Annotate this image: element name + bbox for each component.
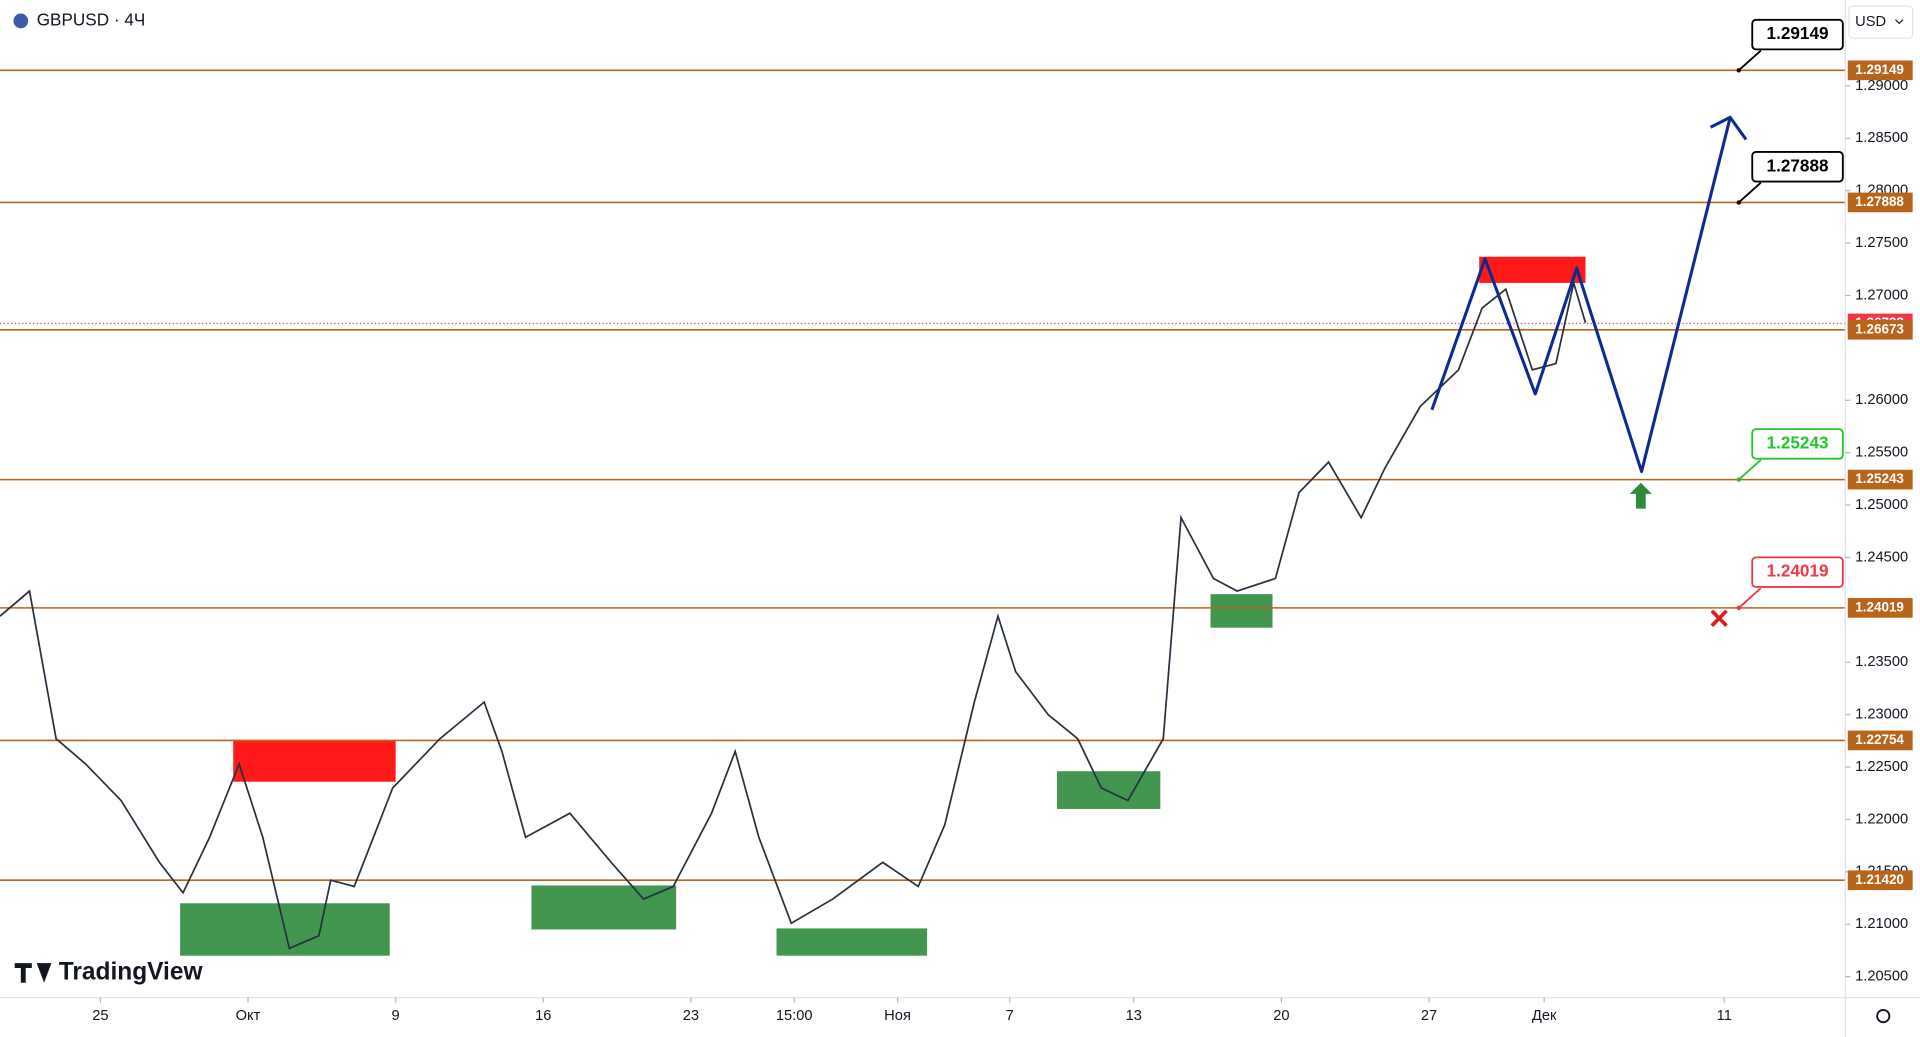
plot: [0, 115, 1748, 950]
callout-label: 1.24019: [1767, 561, 1829, 581]
x-tick-label: 25: [92, 1008, 108, 1024]
y-tick-label: 1.20500: [1855, 968, 1908, 984]
y-tick-label: 1.23000: [1855, 707, 1908, 723]
level-box: [1847, 469, 1913, 490]
zone: [1210, 594, 1273, 628]
x-tick-label: 23: [683, 1008, 699, 1024]
zone: [1479, 256, 1586, 283]
callout-dot: [1736, 477, 1741, 482]
y-tick-label: 1.21000: [1855, 916, 1908, 932]
callout-box: [1751, 556, 1844, 588]
x-tick-label: 20: [1273, 1008, 1289, 1024]
level-label: 1.22754: [1855, 732, 1904, 747]
callout-box: [1751, 151, 1844, 183]
callout-pointer: [1738, 459, 1762, 481]
level-label: 1.27888: [1855, 194, 1904, 209]
level-box: [1847, 730, 1913, 751]
level-box: [1847, 192, 1913, 213]
callout-pointer: [1738, 49, 1762, 72]
level-box: [1847, 870, 1913, 891]
callout-box: [1751, 428, 1844, 460]
zone: [531, 885, 677, 930]
y-tick-label: 1.28500: [1855, 130, 1908, 146]
callout-dot: [1736, 68, 1741, 73]
y-tick-label: 1.26000: [1855, 392, 1908, 408]
brand-logo: [14, 963, 52, 983]
callout-box: [1751, 18, 1844, 51]
x-tick-label: 27: [1421, 1008, 1437, 1024]
projection-path: [1430, 116, 1732, 474]
y-tick-label: 1.27000: [1855, 287, 1908, 303]
callout-dot: [1736, 605, 1741, 611]
x-tick-label: 13: [1126, 1008, 1142, 1024]
y-tick-label: 1.25500: [1855, 445, 1908, 461]
x-tick-label: 15:00: [776, 1008, 813, 1024]
levels: [0, 69, 1846, 882]
x-tick-label: 9: [392, 1008, 400, 1024]
projection-arrowhead: [1709, 115, 1748, 141]
x-tick-label: 16: [535, 1008, 551, 1024]
x-tick-label: 11: [1717, 1008, 1732, 1024]
buy-arrow: [1629, 482, 1652, 509]
currency-caret: [1895, 19, 1904, 25]
level-label: 1.21420: [1855, 872, 1904, 887]
currency-button[interactable]: [1848, 5, 1914, 39]
x-tick-label: 7: [1006, 1008, 1014, 1024]
y-tick-label: 1.22500: [1855, 759, 1908, 775]
brand: TradingView: [59, 958, 204, 985]
zone: [776, 928, 928, 956]
zone: [1056, 771, 1161, 809]
y-tick-label: 1.29000: [1855, 78, 1908, 94]
y-tick-label: 1.22000: [1855, 811, 1908, 827]
x-tick-label: Окт: [236, 1008, 261, 1024]
level-label: 1.24019: [1855, 599, 1904, 614]
level-box: [1847, 598, 1913, 618]
level-label: 1.29149: [1855, 62, 1904, 77]
callout-label: 1.29149: [1767, 23, 1829, 43]
currency[interactable]: USD: [1855, 14, 1886, 30]
x-tick-label: Дек: [1532, 1008, 1557, 1024]
level-box: [1847, 60, 1913, 81]
price-line: [0, 279, 1587, 950]
x-tick-label: Ноя: [884, 1008, 911, 1024]
callout-dot: [1736, 200, 1741, 205]
settings-icon[interactable]: [1876, 1008, 1891, 1024]
level-label: 1.25243: [1855, 471, 1904, 486]
callout-label: 1.25243: [1767, 432, 1829, 452]
y-tick-label: 1.24500: [1855, 549, 1908, 565]
level-box: [1847, 319, 1913, 340]
symbol-title: GBPUSD · 4Ч: [37, 9, 146, 29]
zones: [180, 256, 1586, 956]
callout-pointer: [1738, 587, 1762, 609]
symbol-flag: [13, 13, 29, 29]
y-tick-label: 1.25000: [1855, 497, 1908, 513]
callout-pointer: [1738, 182, 1762, 204]
y-tick-label: 1.27500: [1855, 235, 1908, 251]
stop-cross: [1710, 609, 1728, 627]
callout-label: 1.27888: [1767, 155, 1829, 175]
zone: [233, 740, 396, 782]
y-tick-label: 1.23500: [1855, 654, 1908, 670]
level-label: 1.26673: [1855, 321, 1904, 336]
